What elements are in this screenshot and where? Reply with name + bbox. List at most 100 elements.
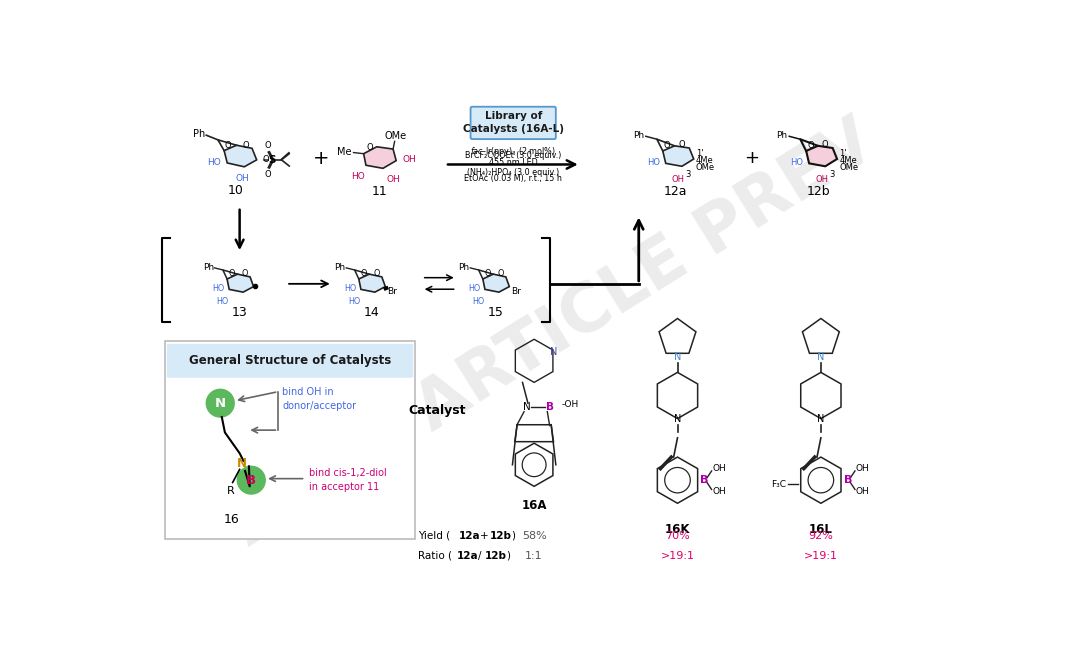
Text: 11: 11 <box>372 185 387 198</box>
Text: HO: HO <box>343 284 356 293</box>
Text: Br: Br <box>388 287 397 296</box>
Text: Br: Br <box>512 287 522 296</box>
Polygon shape <box>227 274 254 292</box>
Text: B: B <box>246 474 256 486</box>
Text: F₃C: F₃C <box>771 479 786 488</box>
Text: HO: HO <box>351 172 364 181</box>
Text: +: + <box>313 149 329 168</box>
Text: 15: 15 <box>487 306 503 319</box>
Text: OH: OH <box>403 155 416 164</box>
Text: BrCF₂COOEt (3.0 equiv.): BrCF₂COOEt (3.0 equiv.) <box>465 151 562 160</box>
Text: N: N <box>523 402 530 412</box>
Text: 12b: 12b <box>490 531 512 541</box>
Text: /: / <box>477 551 481 561</box>
Text: N: N <box>818 352 824 362</box>
Text: OMe: OMe <box>696 163 715 172</box>
Text: Yield (: Yield ( <box>418 531 450 541</box>
Text: O: O <box>228 269 234 278</box>
Circle shape <box>206 389 234 417</box>
Text: 92%: 92% <box>809 531 834 541</box>
Text: O: O <box>262 155 269 164</box>
Text: O: O <box>664 141 671 150</box>
Text: S: S <box>269 155 275 165</box>
Text: HO: HO <box>472 297 484 306</box>
Polygon shape <box>359 274 386 292</box>
Text: >19:1: >19:1 <box>661 551 694 561</box>
Text: O: O <box>366 143 373 152</box>
FancyBboxPatch shape <box>471 107 556 139</box>
Text: O: O <box>374 269 379 278</box>
Text: OH: OH <box>815 175 828 184</box>
Text: 12b: 12b <box>807 185 831 198</box>
Text: 1': 1' <box>839 149 847 158</box>
Text: 12b: 12b <box>485 551 508 561</box>
Text: 1': 1' <box>696 149 703 158</box>
Text: OH: OH <box>713 487 726 496</box>
Text: OMe: OMe <box>384 130 406 141</box>
Text: bind OH in
donor/acceptor: bind OH in donor/acceptor <box>282 387 356 411</box>
Text: ): ) <box>511 531 515 541</box>
Text: ATED ARTICLE PREV: ATED ARTICLE PREV <box>220 109 887 559</box>
Text: OH: OH <box>855 464 869 473</box>
Text: N: N <box>674 352 681 362</box>
Text: O: O <box>265 141 271 150</box>
Text: 3: 3 <box>686 170 691 179</box>
Text: 16A: 16A <box>522 499 546 512</box>
Polygon shape <box>364 147 396 168</box>
Polygon shape <box>225 145 257 167</box>
Text: +: + <box>744 149 758 168</box>
Text: HO: HO <box>207 158 221 167</box>
Text: 12a: 12a <box>459 531 481 541</box>
Text: O: O <box>242 269 247 278</box>
Text: 455 nm LED: 455 nm LED <box>489 158 538 166</box>
Text: 13: 13 <box>232 306 247 319</box>
Text: HO: HO <box>647 158 660 167</box>
FancyBboxPatch shape <box>166 344 414 378</box>
Text: O: O <box>807 141 814 150</box>
Text: bind cis-1,2-diol
in acceptor 11: bind cis-1,2-diol in acceptor 11 <box>309 468 387 492</box>
Text: HO: HO <box>791 158 804 167</box>
Text: Ph: Ph <box>458 263 470 273</box>
Text: +: + <box>480 531 488 541</box>
Text: B: B <box>701 475 708 485</box>
Text: N: N <box>674 413 681 424</box>
Text: N: N <box>215 396 226 409</box>
Text: 70%: 70% <box>665 531 690 541</box>
Text: EtOAc (0.03 M), r.t., 15 h: EtOAc (0.03 M), r.t., 15 h <box>464 175 562 183</box>
Text: 3: 3 <box>829 170 835 179</box>
Text: N: N <box>237 457 247 469</box>
Text: Library of
Catalysts (16A-L): Library of Catalysts (16A-L) <box>462 111 564 134</box>
Text: ): ) <box>507 551 510 561</box>
Text: B: B <box>843 475 852 485</box>
Text: N: N <box>550 347 557 357</box>
Text: OMe: OMe <box>839 163 859 172</box>
Text: O: O <box>484 269 490 278</box>
Text: $\it{fac}$-Ir(ppy)$_3$ (2 mol%): $\it{fac}$-Ir(ppy)$_3$ (2 mol%) <box>470 145 556 158</box>
Text: HO: HO <box>468 284 480 293</box>
Text: 1:1: 1:1 <box>525 551 543 561</box>
Text: 16K: 16K <box>665 522 690 535</box>
Text: >19:1: >19:1 <box>804 551 838 561</box>
Text: Ph: Ph <box>203 263 214 273</box>
Text: OH: OH <box>387 175 400 185</box>
Polygon shape <box>806 146 837 166</box>
Text: Ph: Ph <box>192 130 205 140</box>
Text: 4Me: 4Me <box>696 156 714 165</box>
Text: O: O <box>360 269 366 278</box>
Text: HO: HO <box>348 297 361 306</box>
Text: 10: 10 <box>228 184 244 197</box>
Text: HO: HO <box>212 284 225 293</box>
Text: General Structure of Catalysts: General Structure of Catalysts <box>189 354 391 367</box>
Text: Me: Me <box>337 147 352 157</box>
Polygon shape <box>663 146 693 166</box>
Text: (NH₄)₂HPO₄ (3.0 equiv.): (NH₄)₂HPO₄ (3.0 equiv.) <box>467 168 559 177</box>
Text: Ph: Ph <box>777 131 787 140</box>
Text: HO: HO <box>216 297 229 306</box>
Text: 58%: 58% <box>522 531 546 541</box>
Text: O: O <box>678 140 685 149</box>
Text: OH: OH <box>713 464 726 473</box>
Text: OH: OH <box>855 487 869 496</box>
FancyBboxPatch shape <box>165 341 415 539</box>
Text: N: N <box>818 413 824 424</box>
Text: B: B <box>545 402 554 412</box>
